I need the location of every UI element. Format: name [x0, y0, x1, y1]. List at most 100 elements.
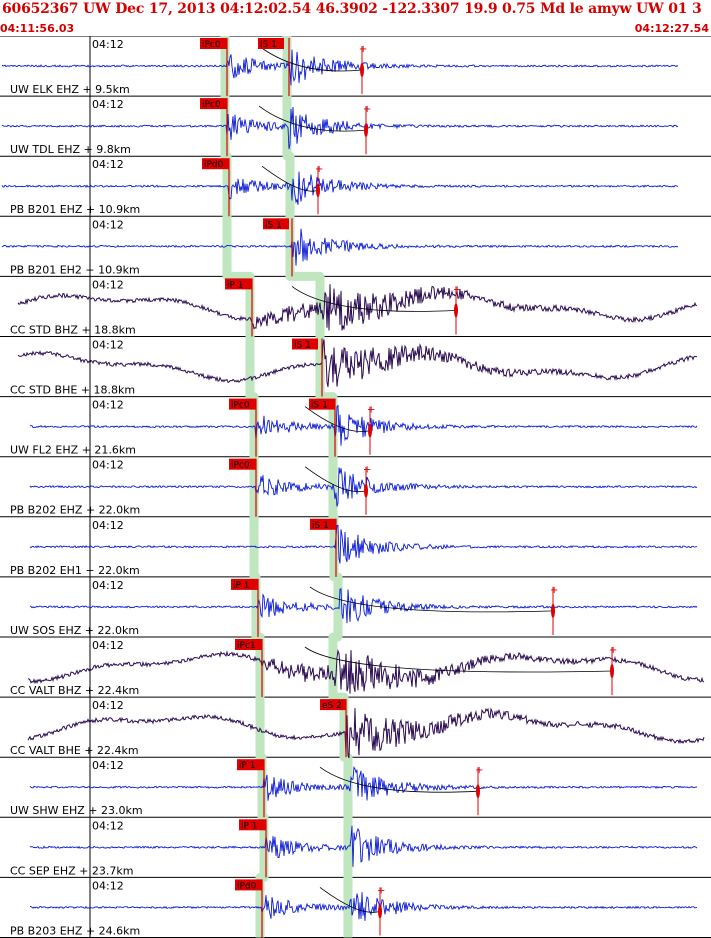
station-label: CC VALT BHZ + 22.4km — [10, 684, 139, 697]
station-label: CC SEP EHZ + 23.7km — [10, 864, 133, 877]
seismogram-plot: 04:12 + iPc0 iS 1 UW ELK EHZ + 9.5km 04:12 + iP… — [0, 36, 711, 938]
waveform — [29, 588, 698, 624]
station-label: PB B202 EH1 + 22.0km — [10, 564, 140, 577]
window-end-time: 04:12:27.54 — [634, 22, 709, 35]
s-pick-flag[interactable] — [263, 218, 289, 230]
coda-plus: + — [363, 465, 371, 476]
trace-row[interactable]: 04:12 + iPc1 CC VALT BHZ + 22.4km — [10, 637, 705, 698]
p-pick-flag[interactable] — [200, 38, 227, 49]
p-pick-flag[interactable] — [239, 819, 266, 831]
waveform — [29, 467, 698, 507]
coda-curve — [258, 45, 363, 72]
tick-label: 04:12 — [92, 339, 124, 352]
s-pick-flag[interactable] — [309, 398, 335, 410]
p-pick-label: iP 1 — [233, 581, 250, 591]
p-pick-flag[interactable] — [225, 278, 252, 290]
p-pick-flag[interactable] — [231, 578, 258, 590]
coda-plus: + — [315, 164, 323, 175]
station-label: PB B201 EHZ + 10.9km — [10, 203, 140, 216]
p-pick-label: iPc0 — [202, 100, 221, 110]
s-pick-flag[interactable] — [292, 338, 318, 350]
tick-label: 04:12 — [92, 98, 124, 111]
trace-row[interactable]: 04:12 + iPd0 PB B201 EHZ + 10.9km — [1, 156, 679, 217]
coda-curve — [309, 586, 554, 613]
station-label: UW SOS EHZ + 22.0km — [10, 624, 139, 637]
trace-row[interactable]: 04:12 + iPc0 iS 1 UW ELK EHZ + 9.5km — [1, 36, 679, 97]
tick-label: 04:12 — [92, 639, 124, 652]
waveform — [1, 49, 679, 86]
coda-curve — [319, 887, 381, 913]
window-start-time: 04:11:56.03 — [0, 22, 75, 35]
p-pick-label: iP 1 — [227, 280, 244, 290]
station-label: PB B201 EH2 + 10.9km — [10, 263, 140, 276]
s-pick-flag[interactable] — [320, 699, 346, 711]
trace-row[interactable]: 04:12 + iP 1 CC STD BHZ + 18.8km — [10, 276, 698, 337]
s-pick-label: eS 2 — [322, 701, 342, 711]
tick-label: 04:12 — [92, 699, 124, 712]
tick-label: 04:12 — [92, 158, 124, 171]
trace-row[interactable]: 04:12 eS 2 CC VALT BHE + 22.4km — [10, 697, 705, 759]
p-pick-flag[interactable] — [229, 398, 256, 410]
trace-row[interactable]: 04:12 iS 1 CC STD BHE + 18.8km — [10, 336, 698, 397]
trace-row[interactable]: 04:12 + iPc0 UW TDL EHZ + 9.8km — [1, 96, 679, 157]
station-label: CC STD BHZ + 18.8km — [10, 323, 136, 336]
trace-row[interactable]: 04:12 + iP 1 UW SHW EHZ + 23.0km — [10, 757, 697, 818]
s-pick-label: iS 1 — [260, 40, 277, 50]
p-pick-flag[interactable] — [235, 879, 262, 891]
event-header: 60652367 UW Dec 17, 2013 04:12:02.54 46.… — [0, 0, 711, 36]
tick-label: 04:12 — [92, 399, 124, 412]
waveform — [29, 524, 698, 564]
trace-row[interactable]: 04:12 + iPc0 PB B202 EHZ + 22.0km — [10, 456, 698, 517]
waveform — [17, 339, 698, 388]
s-pick-label: iS 1 — [294, 341, 311, 351]
tick-label: 04:12 — [92, 459, 124, 472]
tick-label: 04:12 — [92, 278, 124, 291]
p-pick-flag[interactable] — [202, 158, 229, 170]
station-label: CC VALT BHE + 22.4km — [10, 744, 139, 757]
p-pick-flag[interactable] — [235, 639, 262, 650]
trace-row[interactable]: 04:12 iS 1 PB B202 EH1 + 22.0km — [10, 516, 698, 577]
trace-row[interactable]: 04:12 iS 1 PB B201 EH2 + 10.9km — [1, 216, 679, 277]
tick-label: 04:12 — [92, 879, 124, 892]
coda-plus: + — [363, 104, 371, 115]
coda-plus: + — [550, 585, 558, 596]
s-pick-label: iS 1 — [265, 220, 282, 230]
event-title: 60652367 UW Dec 17, 2013 04:12:02.54 46.… — [2, 1, 702, 17]
tick-label: 04:12 — [92, 519, 124, 532]
s-pick-flag[interactable] — [258, 38, 284, 49]
tick-label: 04:12 — [92, 218, 124, 231]
tick-label: 04:12 — [92, 759, 124, 772]
waveform — [30, 404, 698, 446]
s-pick-label: iS 1 — [311, 401, 328, 411]
trace-row[interactable]: 04:12 + iPd0 PB B203 EHZ + 24.6km — [10, 877, 698, 938]
waveform — [27, 707, 705, 759]
coda-plus: + — [377, 885, 385, 896]
p-pick-label: iPc0 — [231, 461, 250, 471]
p-pick-flag[interactable] — [200, 98, 227, 110]
waveform — [29, 825, 698, 867]
trace-row[interactable]: 04:12 + iPc0 iS 1 UW FL2 EHZ + 21.6km — [10, 396, 698, 457]
waveform — [29, 892, 698, 921]
p-pick-label: iP 1 — [241, 821, 258, 831]
trace-row[interactable]: 04:12 iP 1 CC SEP EHZ + 23.7km — [10, 817, 698, 878]
coda-plus: + — [609, 645, 617, 656]
s-pick-flag[interactable] — [310, 518, 336, 530]
station-label: UW TDL EHZ + 9.8km — [10, 143, 131, 156]
station-label: UW ELK EHZ + 9.5km — [10, 83, 130, 96]
coda-curve — [258, 105, 367, 132]
coda-curve — [291, 286, 457, 312]
waveform — [17, 284, 698, 331]
coda-plus: + — [367, 405, 375, 416]
station-label: CC STD BHE + 18.8km — [10, 384, 135, 397]
coda-curve — [319, 766, 479, 793]
tick-label: 04:12 — [92, 38, 124, 51]
p-pick-flag[interactable] — [237, 759, 264, 771]
p-pick-label: iPd0 — [204, 160, 224, 170]
p-pick-label: iPc1 — [237, 641, 256, 651]
p-pick-flag[interactable] — [229, 458, 256, 470]
s-arrival-band — [282, 36, 353, 938]
coda-curve — [304, 406, 371, 432]
coda-curve — [304, 466, 367, 492]
station-label: UW FL2 EHZ + 21.6km — [10, 444, 136, 457]
trace-row[interactable]: 04:12 + iP 1 UW SOS EHZ + 22.0km — [10, 576, 698, 637]
